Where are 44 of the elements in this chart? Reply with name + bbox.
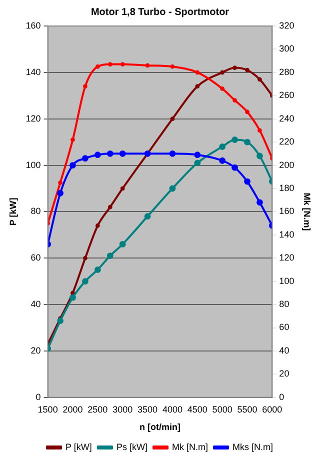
x-tick-label: 4000	[162, 404, 182, 414]
y-tick-label: 140	[26, 66, 41, 77]
y2-tick-label: 80	[279, 299, 290, 310]
y-tick-label: 160	[26, 20, 41, 30]
y-tick-label: 0	[36, 392, 41, 402]
y2-tick-label: 260	[279, 90, 294, 100]
y2-tick-label: 200	[279, 160, 294, 170]
y2-tick-label: 180	[279, 182, 294, 193]
legend-label: Mks [N.m]	[232, 442, 273, 452]
x-tick-label: 4500	[187, 404, 208, 414]
y2-tick-label: 120	[279, 252, 294, 263]
y2-tick-label: 300	[279, 44, 294, 54]
y2-tick-label: 40	[279, 345, 290, 356]
y2-tick-label: 140	[279, 229, 294, 240]
legend-label: Ps [kW]	[116, 442, 148, 452]
x-tick-label: 3500	[138, 404, 158, 414]
y2-tick-label: 280	[279, 66, 294, 77]
y2-axis-title: Mk [N.m]	[302, 192, 312, 231]
x-tick-label: 3000	[112, 404, 133, 414]
x-tick-label: 6000	[262, 404, 282, 414]
x-tick-label: 5000	[212, 404, 232, 414]
y-tick-label: 80	[30, 206, 41, 216]
y2-tick-label: 220	[279, 136, 294, 147]
chart-title: Motor 1,8 Turbo - Sportmotor	[90, 6, 230, 18]
legend-label: P [kW]	[66, 442, 92, 452]
y-tick-label: 120	[26, 113, 41, 124]
y-axis-title: P [kW]	[8, 198, 18, 226]
x-tick-label: 2000	[62, 404, 83, 414]
y2-tick-label: 0	[279, 392, 284, 402]
y2-tick-label: 100	[279, 276, 294, 286]
y2-tick-label: 240	[279, 113, 294, 124]
legend-label: Mk [N.m]	[172, 442, 208, 452]
y2-tick-label: 20	[279, 368, 290, 379]
y-tick-label: 100	[26, 160, 41, 170]
x-tick-label: 5500	[237, 404, 258, 414]
y-tick-label: 20	[30, 345, 41, 356]
y2-tick-label: 320	[279, 20, 294, 30]
y-tick-label: 40	[30, 299, 41, 310]
x-tick-label: 2500	[88, 404, 108, 414]
x-tick-label: 1500	[38, 404, 58, 414]
x-axis-title: n [ot/min]	[140, 422, 180, 432]
y2-tick-label: 160	[279, 206, 294, 216]
y2-tick-label: 60	[279, 322, 290, 332]
y-tick-label: 60	[30, 252, 41, 263]
